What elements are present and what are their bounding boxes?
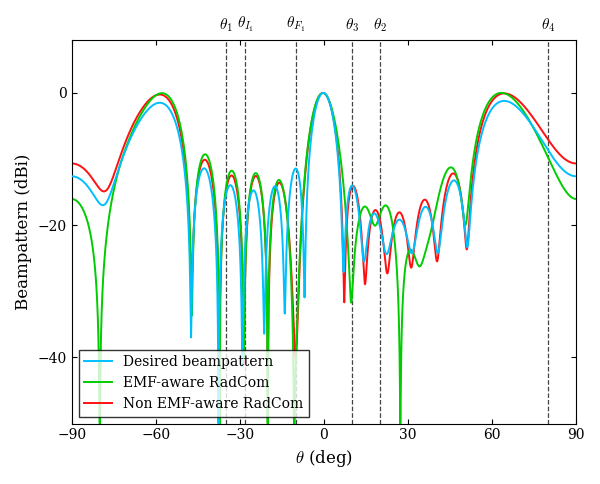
Line: Non EMF-aware RadCom: Non EMF-aware RadCom [71,93,576,424]
Text: $\theta_1$: $\theta_1$ [219,17,233,34]
X-axis label: $\theta$ (deg): $\theta$ (deg) [295,448,353,469]
Non EMF-aware RadCom [458,196,465,202]
Desired beampattern [129,132,136,137]
Desired beampattern [320,90,327,96]
Desired beampattern [458,198,465,204]
Text: $\theta_3$: $\theta_3$ [345,17,359,34]
EMF-aware RadCom [417,263,424,269]
Text: $\theta_{F_1}$: $\theta_{F_1}$ [286,15,305,34]
Legend: Desired beampattern, EMF-aware RadCom, Non EMF-aware RadCom: Desired beampattern, EMF-aware RadCom, N… [79,349,309,417]
Non EMF-aware RadCom [129,123,136,129]
Y-axis label: Beampattern (dBi): Beampattern (dBi) [15,153,32,310]
Non EMF-aware RadCom [264,421,271,426]
Desired beampattern [225,183,232,189]
Text: $\theta_2$: $\theta_2$ [373,17,387,34]
Desired beampattern [215,421,222,426]
EMF-aware RadCom [225,172,232,178]
EMF-aware RadCom [100,268,107,273]
Non EMF-aware RadCom [68,161,75,166]
Desired beampattern [128,133,135,139]
Desired beampattern [572,173,580,179]
EMF-aware RadCom [96,421,103,426]
Line: EMF-aware RadCom: EMF-aware RadCom [71,93,576,424]
EMF-aware RadCom [572,196,580,202]
EMF-aware RadCom [128,130,136,136]
Non EMF-aware RadCom [572,161,580,166]
Non EMF-aware RadCom [417,204,424,210]
EMF-aware RadCom [129,128,136,134]
Desired beampattern [68,173,75,179]
EMF-aware RadCom [68,196,75,202]
Desired beampattern [417,212,424,218]
Non EMF-aware RadCom [128,124,135,130]
Line: Desired beampattern: Desired beampattern [71,93,576,424]
EMF-aware RadCom [498,90,505,96]
Desired beampattern [100,202,107,208]
Text: $\theta_{I_1}$: $\theta_{I_1}$ [237,15,254,34]
Non EMF-aware RadCom [319,90,326,96]
Non EMF-aware RadCom [225,177,232,182]
Non EMF-aware RadCom [100,188,107,194]
EMF-aware RadCom [458,197,465,203]
Text: $\theta_4$: $\theta_4$ [541,17,556,34]
